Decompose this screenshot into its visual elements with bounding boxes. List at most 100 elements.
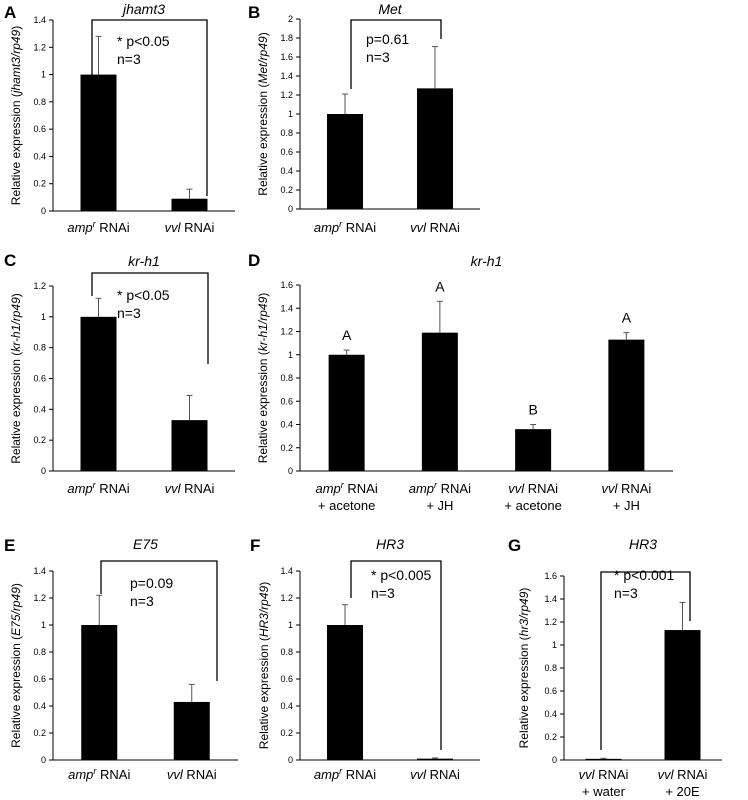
- y-tick-label: 0.2: [280, 443, 293, 453]
- y-tick-label: 0.6: [280, 396, 293, 406]
- y-tick-label: 0.2: [280, 185, 293, 195]
- y-tick-label: 1: [41, 70, 46, 80]
- bar: [81, 625, 118, 760]
- significance-bracket: [350, 560, 442, 750]
- y-tick-label: 1.4: [280, 566, 293, 576]
- chart-title: E75: [133, 536, 158, 552]
- y-tick-label: 0.8: [280, 373, 293, 383]
- y-tick-label: 0.6: [33, 124, 46, 134]
- panel-b: B Met 0 0.2 0.4 0.6 0.8 1 1.2 1.4 1.6 1.8 2 Relative …: [248, 1, 480, 235]
- y-tick-label: 1.2: [33, 593, 46, 603]
- bar: [608, 339, 645, 471]
- significance-bracket: [350, 19, 442, 89]
- y-axis-label: Relative expression (HR3/rp49): [257, 582, 271, 749]
- y-tick-label: 0.4: [280, 166, 293, 176]
- panel-letter: B: [248, 3, 260, 22]
- bar: [171, 198, 208, 211]
- y-tick-label: 0.2: [33, 435, 46, 445]
- y-tick-label: 0: [41, 755, 46, 765]
- category-label: vvl RNAi: [410, 220, 460, 235]
- stat-annotation: * p<0.001: [614, 567, 675, 583]
- y-tick-label: 0.4: [33, 701, 46, 711]
- y-axis-label: Relative expression (E75/rp49): [9, 583, 23, 748]
- bar: [328, 354, 365, 471]
- category-label: ampr RNAi: [409, 480, 471, 496]
- category-label: ampr RNAi: [316, 480, 378, 496]
- y-tick-label: 0.6: [33, 674, 46, 684]
- chart-title: jhamt3: [121, 1, 165, 17]
- bar: [421, 332, 458, 471]
- y-tick-label: 1.8: [280, 33, 293, 43]
- category-label: + acetone: [318, 498, 375, 513]
- chart-title: HR3: [629, 536, 657, 552]
- category-label: + JH: [426, 498, 453, 513]
- y-tick-label: 1: [288, 109, 293, 119]
- y-tick-label: 1: [288, 350, 293, 360]
- y-tick-label: 1.2: [280, 593, 293, 603]
- stat-annotation: n=3: [117, 305, 141, 321]
- y-tick-label: 1.4: [280, 303, 293, 313]
- panel-letter: C: [4, 251, 16, 270]
- y-tick-label: 0.8: [280, 647, 293, 657]
- category-label: ampr RNAi: [314, 766, 376, 782]
- y-tick-label: 0: [41, 206, 46, 216]
- category-label: + 20E: [665, 784, 700, 799]
- significance-bracket: [100, 560, 218, 681]
- panel-e: E E75 0 0.2 0.4 0.6 0.8 1 1.2 1.4 Relative express…: [4, 536, 238, 782]
- y-tick-label: 1.4: [544, 594, 557, 604]
- y-tick-label: 1.6: [544, 571, 557, 581]
- stat-annotation: * p<0.05: [117, 287, 170, 303]
- group-label: A: [435, 278, 445, 294]
- category-label: vvl RNAi: [167, 767, 217, 782]
- stat-annotation: n=3: [371, 585, 395, 601]
- y-tick-label: 1.4: [33, 15, 46, 25]
- y-axis-label: Relative expression (kr-h1/rp49): [9, 293, 23, 464]
- y-tick-label: 0.6: [280, 147, 293, 157]
- group-label: A: [342, 327, 352, 343]
- y-tick-label: 0.8: [33, 97, 46, 107]
- category-label: vvl RNAi: [508, 481, 558, 496]
- y-tick-label: 0.8: [544, 663, 557, 673]
- panel-letter: D: [248, 251, 260, 270]
- stat-annotation: p=0.09: [130, 575, 173, 591]
- bar: [80, 316, 117, 471]
- significance-bracket: [91, 19, 208, 196]
- y-tick-label: 1.6: [280, 52, 293, 62]
- category-label: + water: [582, 784, 626, 799]
- y-tick-label: 0.4: [544, 709, 557, 719]
- stat-annotation: n=3: [130, 593, 154, 609]
- y-tick-label: 0: [288, 204, 293, 214]
- category-label: ampr RNAi: [67, 219, 129, 235]
- y-axis-label: Relative expression (jhamt3/rp49): [9, 26, 23, 205]
- y-tick-label: 0.4: [33, 404, 46, 414]
- y-tick-label: 0.2: [33, 179, 46, 189]
- bar: [327, 114, 363, 209]
- y-tick-label: 1.2: [33, 42, 46, 52]
- y-tick-label: 0.2: [280, 728, 293, 738]
- category-label: vvl RNAi: [579, 767, 629, 782]
- chart-title: Met: [378, 1, 402, 17]
- stat-annotation: n=3: [614, 585, 638, 601]
- y-tick-label: 0.6: [544, 686, 557, 696]
- bar: [664, 630, 701, 760]
- stat-annotation: p=0.61: [366, 31, 409, 47]
- y-tick-label: 0.4: [33, 151, 46, 161]
- bar: [171, 420, 208, 471]
- y-tick-label: 0.6: [280, 674, 293, 684]
- category-label: ampr RNAi: [67, 480, 129, 496]
- y-tick-label: 0.8: [33, 647, 46, 657]
- significance-bracket: [600, 571, 691, 750]
- significance-bracket: [91, 272, 209, 364]
- y-tick-label: 0: [288, 755, 293, 765]
- y-tick-label: 1: [288, 620, 293, 630]
- y-axis-label: Relative expression (hr3/rp49): [517, 588, 531, 749]
- panel-letter: E: [4, 536, 15, 555]
- y-tick-label: 0.8: [280, 128, 293, 138]
- y-axis-label: Relative expression (Met/rp49): [256, 32, 270, 195]
- y-tick-label: 0.2: [544, 732, 557, 742]
- category-label: vvl RNAi: [165, 481, 215, 496]
- category-label: vvl RNAi: [165, 220, 215, 235]
- panel-g: G HR3 0 0.2 0.4 0.6 0.8 1 1.2 1.4 1.6 Relative expr…: [508, 536, 722, 799]
